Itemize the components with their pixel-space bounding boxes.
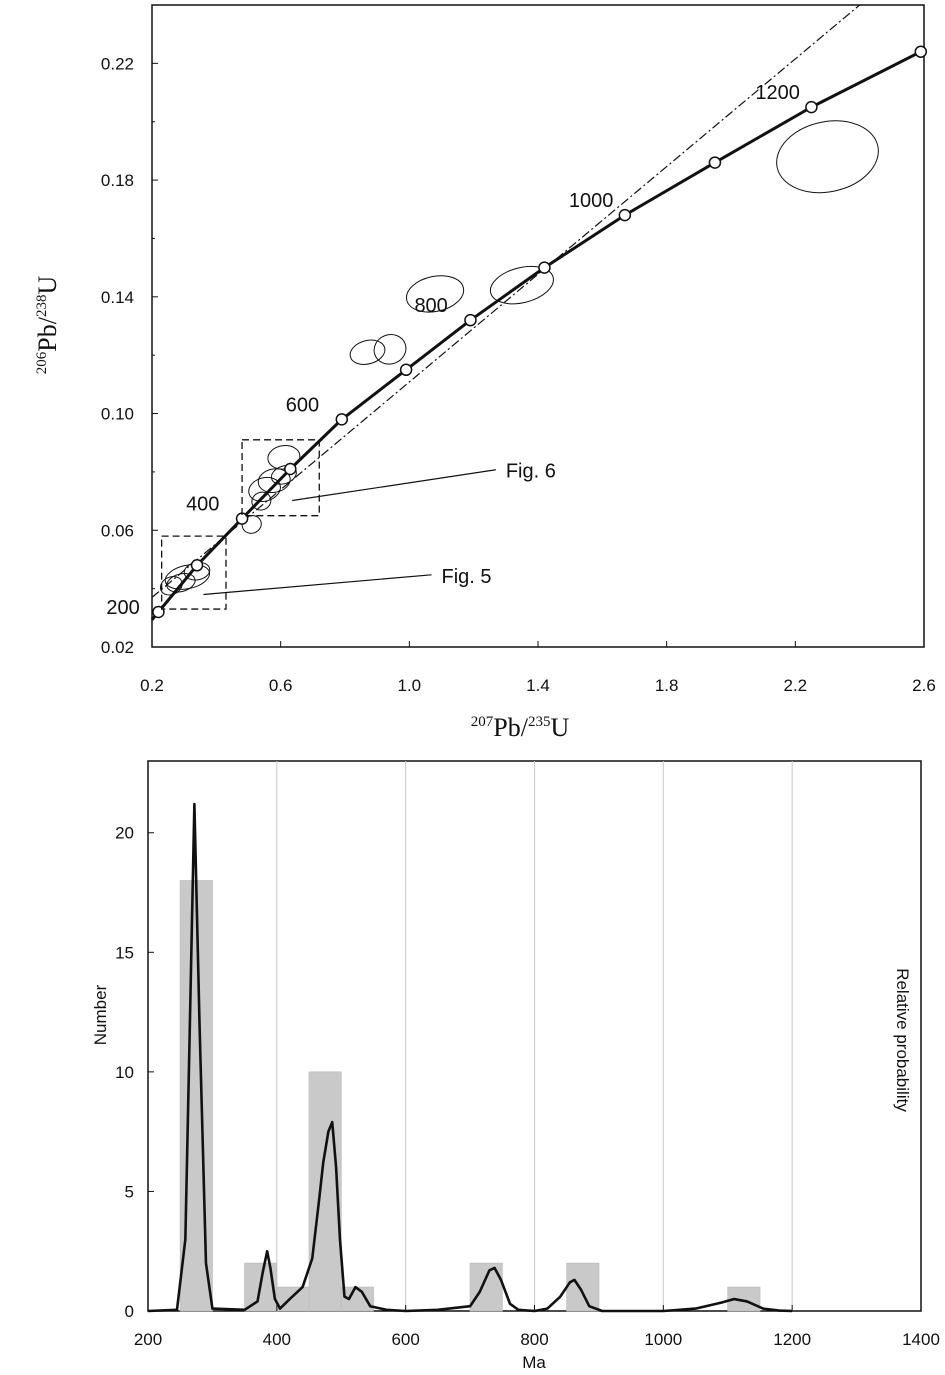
concordia-age-marker — [914, 45, 928, 58]
histogram-gridlines — [276, 761, 793, 1311]
histogram-x-tick-label: 400 — [263, 1330, 291, 1349]
concordia-age-label: 600 — [286, 394, 319, 416]
histogram-bar — [469, 1262, 503, 1312]
concordia-x-tick-label: 0.6 — [269, 676, 293, 695]
histogram-bar — [727, 1286, 761, 1312]
histogram-bar — [566, 1262, 600, 1312]
histogram-y2-axis-title: Relative probability — [893, 968, 912, 1112]
concordia-age-marker — [538, 261, 551, 274]
histogram-y-tick-label: 0 — [125, 1302, 134, 1321]
concordia-age-marker — [618, 208, 632, 222]
concordia-y-axis-title: 206Pb/238U — [33, 276, 62, 375]
histogram-y-ticks: 0 5 10 15 20 — [115, 824, 154, 1321]
concordia-age-marker — [190, 559, 204, 572]
discordia-reference-line — [151, 4, 861, 598]
concordia-age-label: 1000 — [569, 190, 614, 212]
histogram-y-tick-label: 10 — [115, 1063, 134, 1082]
analysis-error-ellipse — [776, 120, 879, 194]
concordia-age-marker — [464, 313, 477, 327]
concordia-age-marker — [335, 413, 349, 426]
concordia-age-marker — [708, 156, 722, 169]
analysis-error-ellipse — [248, 476, 281, 502]
reference-label: Fig. 6 — [506, 461, 556, 483]
probability-density-line — [147, 802, 793, 1313]
figure-reference-boxes: Fig. 6 Fig. 5 — [160, 439, 556, 610]
histogram-x-tick-label: 1000 — [644, 1330, 682, 1349]
concordia-y-tick-label: 0.10 — [101, 405, 134, 424]
analysis-error-ellipse — [251, 491, 272, 511]
histogram-x-tick-label: 800 — [520, 1330, 548, 1349]
concordia-age-marker — [805, 100, 818, 114]
concordia-y-tick-label: 0.02 — [101, 638, 134, 657]
concordia-age-marker — [399, 363, 413, 377]
histogram-bars — [179, 880, 761, 1312]
histogram-y-axis-title: Number — [91, 984, 110, 1045]
histogram-y-tick-label: 20 — [115, 824, 134, 843]
histogram-y-tick-label: 15 — [115, 943, 134, 962]
probability-density-curve — [147, 802, 793, 1313]
concordia-y-tick-label: 0.06 — [101, 521, 134, 540]
concordia-x-tick-label: 2.6 — [912, 676, 936, 695]
analysis-error-ellipse — [489, 265, 554, 305]
concordia-age-label: 800 — [414, 295, 447, 317]
histogram-x-axis-title: Ma — [522, 1353, 546, 1372]
analysis-error-ellipse — [257, 468, 291, 493]
histogram-x-tick-label: 1200 — [773, 1330, 811, 1349]
concordia-x-tick-label: 1.8 — [655, 676, 679, 695]
age-histogram-plot: 200 400 600 800 1000 1200 1400 0 5 10 15 20 Ma Num… — [91, 760, 940, 1372]
concordia-x-tick-label: 1.0 — [398, 676, 422, 695]
concordia-age-label: 200 — [106, 597, 139, 619]
histogram-x-tick-label: 1400 — [902, 1330, 940, 1349]
concordia-plot: 0.2 0.6 1.0 1.4 1.8 2.2 2.6 0.020.060.100.140.… — [33, 4, 936, 742]
reference-leader-line — [203, 574, 432, 596]
concordia-y-tick-label: 0.22 — [101, 54, 134, 73]
histogram-x-tick-label: 600 — [391, 1330, 419, 1349]
analysis-error-ellipse — [373, 334, 407, 365]
concordia-age-label: 1200 — [755, 82, 800, 104]
histogram-x-tick-label: 200 — [134, 1330, 162, 1349]
reference-box — [160, 535, 227, 610]
concordia-x-tick-label: 1.4 — [526, 676, 550, 695]
concordia-x-tick-label: 2.2 — [784, 676, 808, 695]
concordia-y-tick-label: 0.18 — [101, 171, 134, 190]
histogram-bar — [340, 1286, 374, 1312]
concordia-y-ticks: 0.02 0.06 0.10 0.14 0.18 0.22 — [101, 54, 158, 657]
concordia-y-tick-label: 0.14 — [101, 288, 134, 307]
concordia-x-axis-title: 207Pb/235U — [471, 713, 570, 742]
reference-label: Fig. 5 — [442, 566, 492, 588]
concordia-age-points: 200 400 600 800 1000 1200 — [106, 45, 928, 619]
analysis-error-ellipse — [349, 339, 386, 365]
discordia-line — [151, 4, 861, 598]
concordia-x-ticks: 0.2 0.6 1.0 1.4 1.8 2.2 2.6 — [140, 641, 936, 695]
analysis-error-ellipse — [406, 275, 465, 313]
reference-box — [241, 439, 320, 517]
concordia-x-tick-label: 0.2 — [140, 676, 164, 695]
analysis-error-ellipse — [166, 573, 196, 593]
histogram-x-ticks: 200 400 600 800 1000 1200 1400 — [134, 1305, 940, 1349]
reference-leader-line — [292, 469, 496, 502]
histogram-y-tick-label: 5 — [125, 1182, 134, 1201]
concordia-age-marker — [284, 462, 297, 476]
concordia-age-label: 400 — [186, 494, 219, 516]
histogram-bar — [308, 1071, 342, 1312]
concordia-plot-frame — [151, 4, 925, 648]
